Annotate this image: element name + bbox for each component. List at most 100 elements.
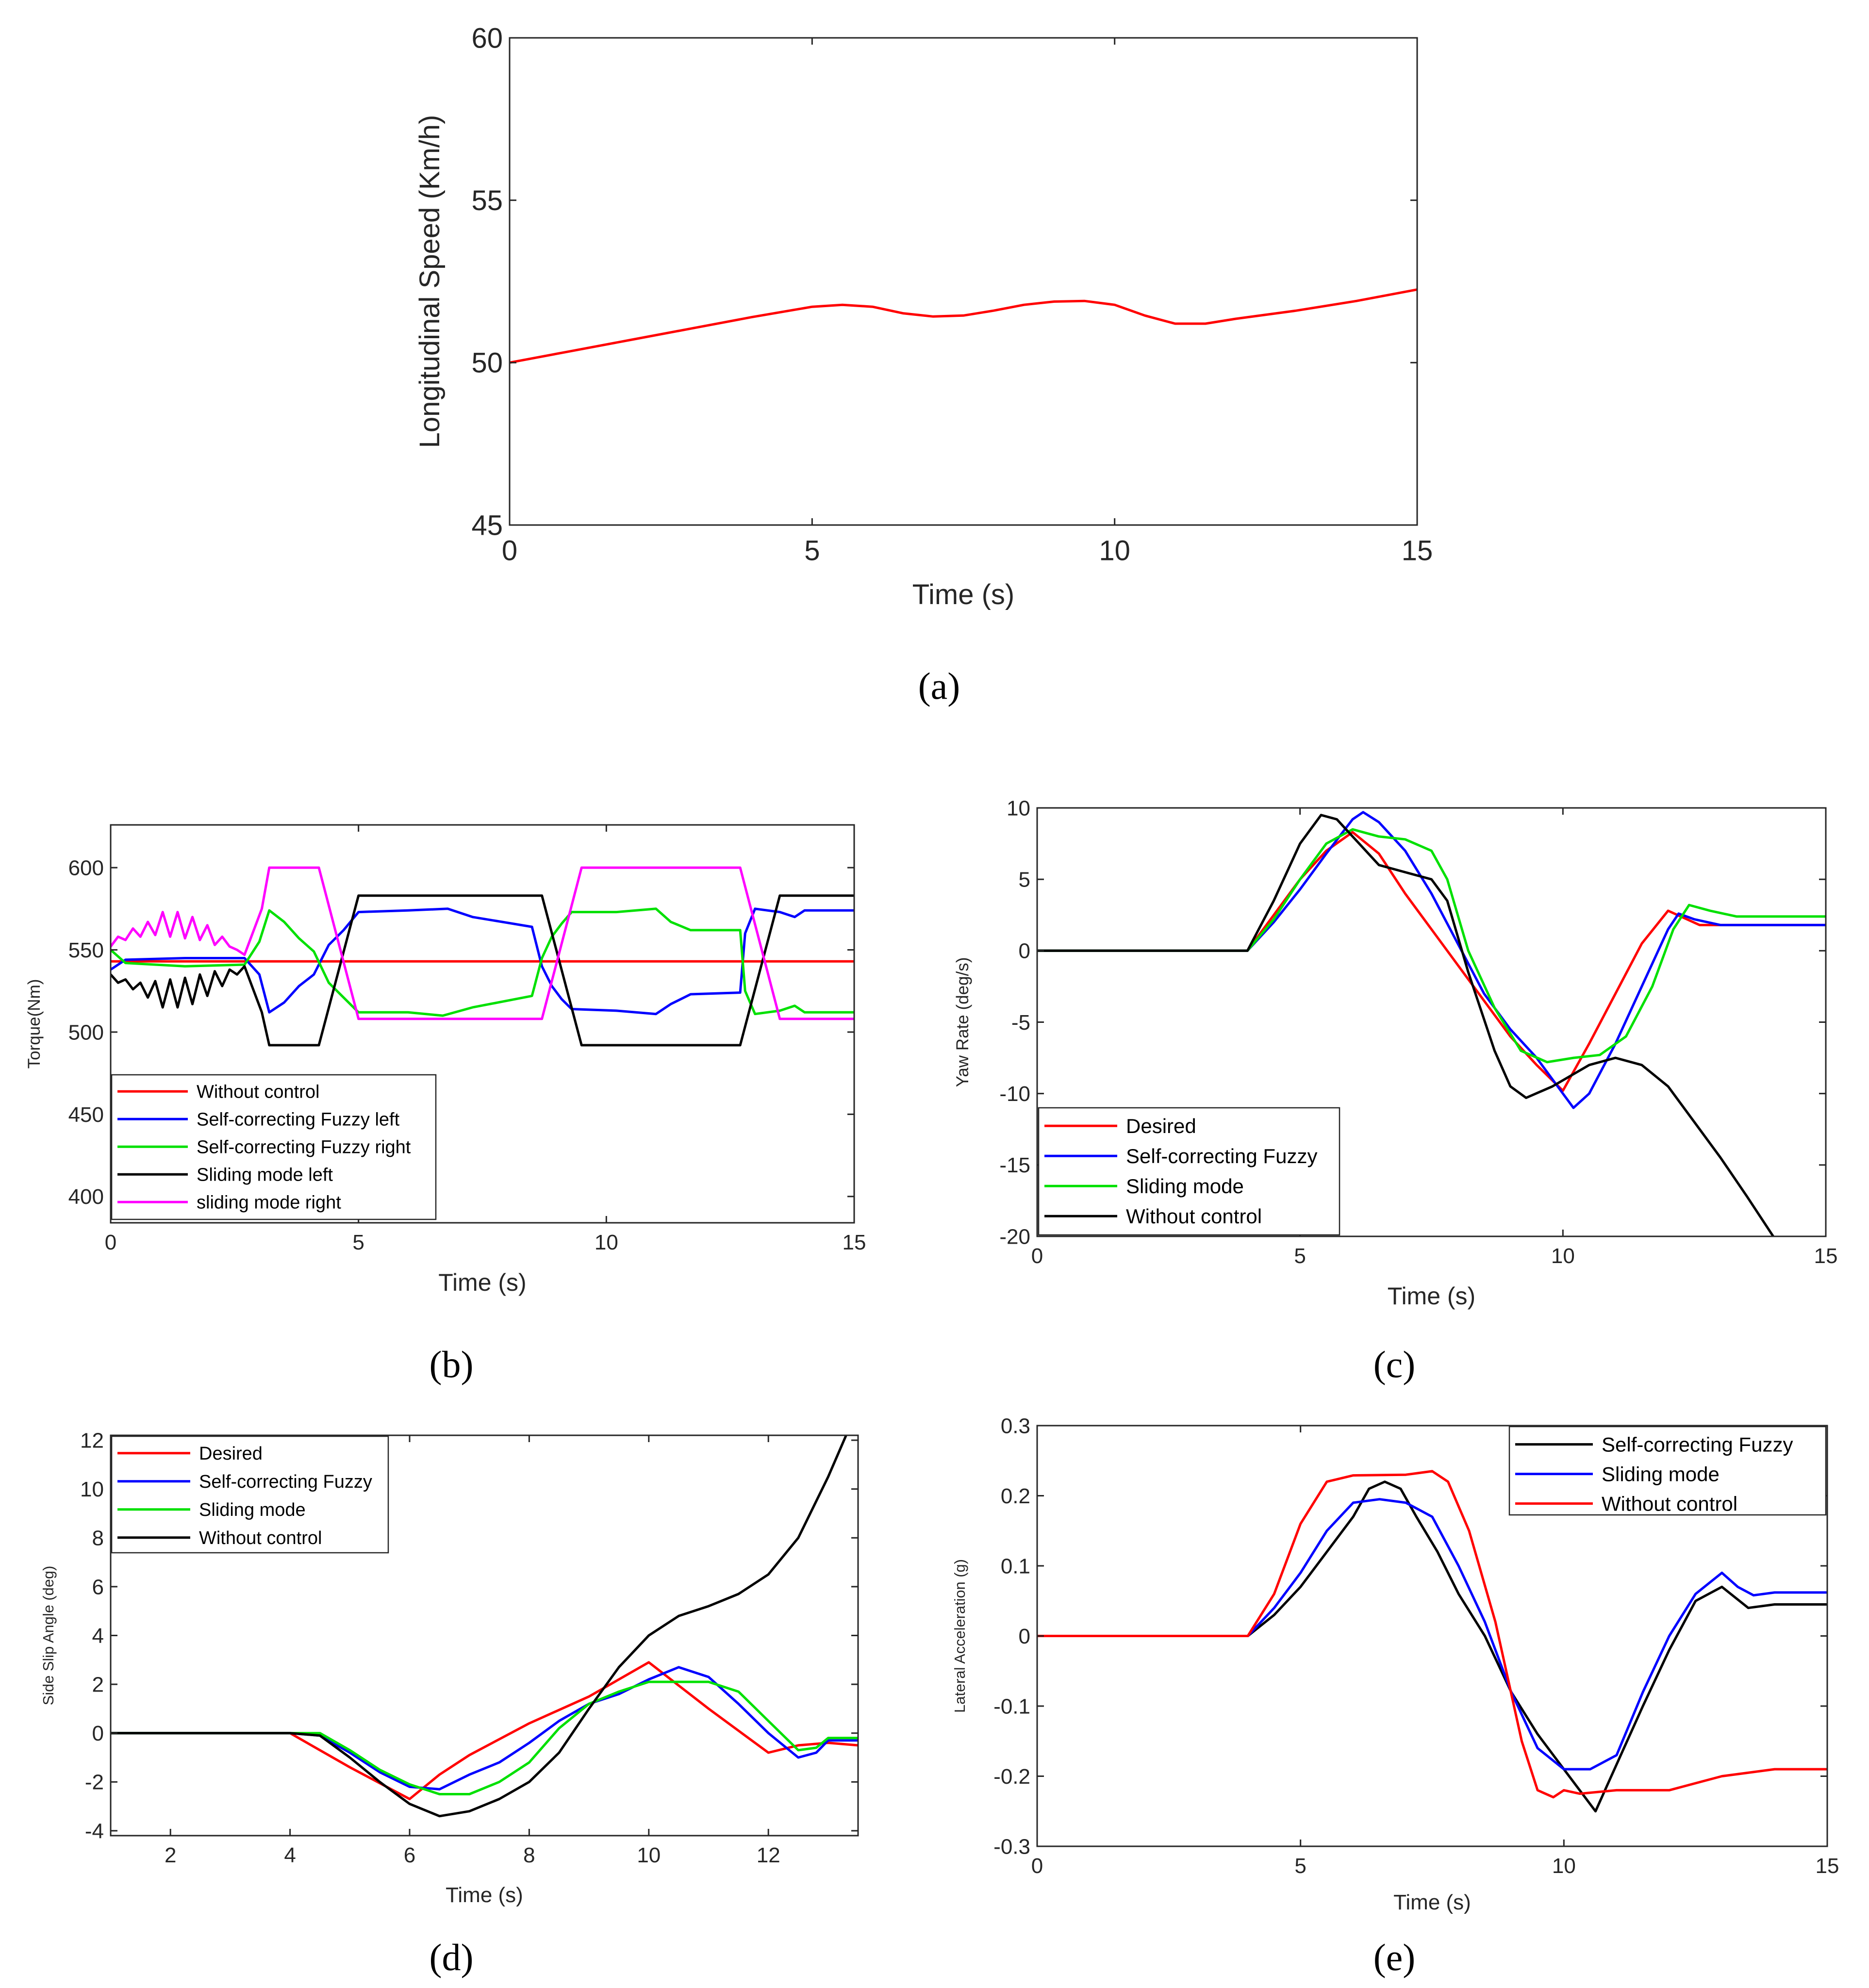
- y-axis-label: Longitudinal Speed (Km/h): [414, 115, 446, 448]
- y-tick-label: 12: [80, 1429, 104, 1452]
- x-tick-label: 10: [1099, 535, 1130, 567]
- chart-b: 0 5 10 15 400 450 500 550 600 Time (s) Torque(Nm) W…: [25, 824, 866, 1385]
- series-line-desired: [1037, 831, 1826, 1092]
- x-tick-label: 5: [804, 535, 820, 567]
- y-tick-label: 10: [80, 1478, 104, 1501]
- legend-entry: Sliding mode: [199, 1500, 306, 1520]
- chart-c: 0 5 10 15 -20 -15 -10 -5 0 5 10 Time (s) Yaw Rate (d…: [953, 796, 1837, 1385]
- x-tick-label: 8: [523, 1843, 535, 1867]
- x-tick-label: 2: [165, 1843, 176, 1867]
- x-tick-label: 0: [105, 1231, 116, 1254]
- x-tick-label: 5: [1294, 1244, 1306, 1268]
- y-tick-label: 400: [68, 1185, 104, 1209]
- series-line-self-correcting-fuzzy: [111, 1666, 858, 1791]
- y-tick-label: 450: [68, 1103, 104, 1127]
- axes-box: [509, 37, 1418, 526]
- panel-label: (e): [1373, 1936, 1416, 1978]
- panel-label: (c): [1373, 1343, 1416, 1385]
- y-tick-label: 0: [1019, 939, 1030, 963]
- x-tick-label: 4: [284, 1843, 296, 1867]
- series-line-sliding-mode-left: [111, 894, 854, 1047]
- x-tick-label: 15: [1816, 1854, 1839, 1878]
- x-tick-label: 6: [404, 1843, 415, 1867]
- legend-box: [1038, 1107, 1340, 1236]
- series-group: [1037, 1470, 1827, 1813]
- y-tick-label: 0.2: [1001, 1484, 1030, 1508]
- y-tick-label: 5: [1019, 868, 1030, 892]
- y-tick-label: 0.3: [1001, 1414, 1030, 1438]
- legend-entry: Self-correcting Fuzzy: [1602, 1433, 1793, 1456]
- y-tick-label: -0.3: [993, 1835, 1030, 1858]
- y-tick-label: 45: [471, 509, 503, 541]
- x-tick-label: 0: [1031, 1244, 1043, 1268]
- legend-entry: Without control: [1126, 1205, 1262, 1228]
- axes-box: [110, 824, 855, 1224]
- x-tick-label: 5: [1294, 1854, 1306, 1878]
- y-tick-label: -0.2: [993, 1765, 1030, 1789]
- y-tick-label: 0: [92, 1722, 104, 1745]
- x-tick-label: 12: [757, 1843, 780, 1867]
- y-tick-label: -2: [85, 1771, 104, 1794]
- y-tick-label: 550: [68, 938, 104, 962]
- x-tick-label: 10: [1552, 1854, 1576, 1878]
- y-axis-label: Lateral Acceleration (g): [951, 1559, 968, 1713]
- legend-entry: Without control: [199, 1528, 322, 1548]
- panel-label: (a): [918, 665, 960, 707]
- plot-area: [510, 38, 1417, 525]
- y-tick-label: 0: [1019, 1625, 1030, 1648]
- y-tick-label: 60: [471, 22, 503, 54]
- series-line-without-control: [111, 1435, 847, 1818]
- legend: Desired Self-correcting Fuzzy Sliding mode…: [111, 1435, 389, 1554]
- legend-entry: Self-correcting Fuzzy: [199, 1472, 372, 1492]
- y-tick-label: 10: [1007, 796, 1030, 820]
- legend-entry: sliding mode right: [197, 1193, 341, 1213]
- series-group: [111, 866, 854, 1047]
- legend-entry: Sliding mode left: [197, 1165, 333, 1185]
- y-tick-label: 50: [471, 347, 503, 379]
- legend: Desired Self-correcting Fuzzy Sliding mode…: [1038, 1107, 1340, 1236]
- y-tick-label: 2: [92, 1673, 104, 1697]
- series-line-self-correcting-fuzzy: [1037, 1480, 1827, 1813]
- y-axis-label: Yaw Rate (deg/s): [953, 957, 972, 1087]
- x-tick-label: 15: [843, 1231, 866, 1254]
- y-tick-label: 500: [68, 1020, 104, 1044]
- legend-entry: Self-correcting Fuzzy right: [197, 1137, 411, 1158]
- y-tick-label: 600: [68, 856, 104, 880]
- y-tick-label: 6: [92, 1575, 104, 1599]
- legend-entry: Sliding mode: [1126, 1175, 1244, 1198]
- y-tick-label: -20: [999, 1225, 1030, 1249]
- legend-entry: Self-correcting Fuzzy left: [197, 1110, 400, 1130]
- series-line-sliding-mode-right: [111, 866, 854, 1020]
- series-group: [510, 288, 1417, 364]
- x-tick-label: 10: [595, 1231, 618, 1254]
- x-axis-label: Time (s): [1388, 1282, 1475, 1310]
- x-axis-label: Time (s): [1393, 1890, 1471, 1914]
- x-tick-label: 15: [1814, 1244, 1838, 1268]
- y-tick-label: 0.1: [1001, 1554, 1030, 1578]
- x-axis-label: Time (s): [912, 579, 1014, 610]
- legend-entry: Self-correcting Fuzzy: [1126, 1145, 1317, 1167]
- series-line-self-correcting-fuzzy-right: [111, 907, 854, 1017]
- y-tick-label: 4: [92, 1624, 104, 1648]
- x-tick-label: 10: [1551, 1244, 1575, 1268]
- chart-d: 2 4 6 8 10 12 -4 -2 0 2 4 6 8 10 12 Time (s) Side Slip A…: [40, 1429, 859, 1978]
- series-line-speed: [510, 288, 1417, 364]
- panel-label: (d): [430, 1936, 474, 1978]
- legend-entry: Without control: [197, 1082, 319, 1102]
- x-tick-label: 0: [1031, 1854, 1043, 1878]
- legend: Self-correcting Fuzzy Sliding mode Without…: [1508, 1426, 1827, 1516]
- legend-entry: Sliding mode: [1602, 1462, 1720, 1485]
- x-axis-label: Time (s): [446, 1883, 523, 1907]
- y-tick-label: 8: [92, 1527, 104, 1550]
- y-tick-label: -5: [1011, 1011, 1030, 1035]
- series-line-without-control: [1037, 1470, 1827, 1799]
- series-line-sliding-mode: [1037, 1498, 1827, 1771]
- y-tick-label: -0.1: [993, 1694, 1030, 1718]
- panel-label: (b): [430, 1343, 474, 1385]
- x-tick-label: 15: [1402, 535, 1433, 567]
- series-line-sliding-mode: [1037, 828, 1826, 1064]
- x-axis-label: Time (s): [438, 1269, 526, 1296]
- legend-entry: Without control: [1602, 1492, 1737, 1515]
- series-line-without-control: [1037, 814, 1775, 1236]
